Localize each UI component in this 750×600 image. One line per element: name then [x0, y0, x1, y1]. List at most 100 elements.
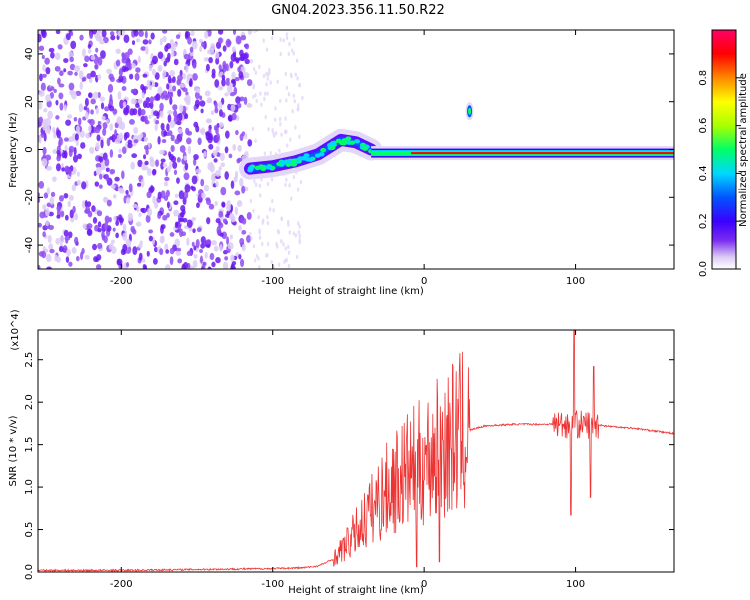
noise-cell — [292, 51, 295, 56]
noise-cell — [76, 171, 80, 177]
noise-cell — [145, 46, 149, 55]
noise-cell — [86, 223, 93, 230]
noise-cell — [208, 56, 213, 64]
noise-cell — [235, 129, 239, 136]
noise-cell — [155, 93, 161, 101]
noise-cell — [63, 192, 69, 199]
noise-cell — [234, 76, 240, 82]
noise-cell — [95, 166, 102, 176]
band-blob — [349, 140, 356, 145]
noise-cell — [100, 161, 107, 171]
colorbar-tick-label: 0.6 — [698, 118, 709, 134]
noise-cell — [199, 128, 206, 134]
noise-cell — [196, 202, 200, 209]
noise-cell — [155, 119, 160, 125]
noise-cell — [255, 98, 258, 104]
noise-cell — [104, 106, 110, 112]
noise-cell — [165, 189, 170, 197]
noise-cell — [263, 96, 266, 102]
noise-cell — [196, 227, 202, 233]
noise-cell — [217, 30, 224, 35]
noise-cell — [132, 229, 137, 235]
noise-cell — [200, 236, 206, 244]
noise-cell — [280, 238, 283, 244]
noise-cell — [84, 254, 90, 260]
band-blob — [279, 160, 286, 165]
noise-cell — [222, 45, 227, 52]
noise-cell — [108, 105, 115, 112]
noise-cell — [54, 65, 61, 72]
noise-cell — [50, 51, 55, 59]
noise-cell — [58, 136, 63, 146]
noise-cell — [115, 48, 121, 54]
noise-cell — [94, 126, 101, 134]
noise-cell — [285, 35, 289, 41]
noise-cell — [122, 101, 127, 108]
noise-cell — [227, 103, 232, 111]
band-blob — [314, 153, 321, 158]
noise-cell — [90, 55, 96, 61]
noise-cell — [226, 210, 231, 216]
noise-cell — [234, 190, 241, 196]
noise-cell — [254, 93, 257, 98]
noise-cell — [123, 34, 130, 43]
noise-cell — [172, 104, 178, 111]
noise-cell — [168, 151, 172, 158]
noise-cell — [47, 110, 54, 120]
noise-cell — [54, 254, 58, 262]
noise-cell — [111, 133, 116, 143]
noise-cell — [43, 132, 47, 142]
noise-cell — [167, 74, 172, 84]
noise-cell — [141, 162, 146, 171]
noise-cell — [176, 78, 182, 86]
noise-cell — [160, 158, 166, 163]
noise-cell — [74, 236, 79, 245]
noise-cell — [163, 60, 167, 67]
noise-cell — [251, 126, 255, 132]
noise-cell — [150, 32, 155, 40]
noise-cell — [105, 173, 110, 182]
noise-cell — [265, 47, 269, 52]
noise-cell — [218, 166, 222, 172]
noise-cell — [258, 64, 261, 70]
noise-cell — [286, 143, 289, 148]
noise-cell — [38, 222, 43, 228]
noise-cell — [63, 104, 67, 112]
noise-cell — [38, 180, 45, 189]
noise-cell — [127, 212, 134, 222]
noise-cell — [290, 196, 293, 201]
noise-cell — [214, 200, 218, 206]
noise-cell — [84, 111, 89, 120]
noise-cell — [102, 122, 108, 129]
noise-cell — [55, 163, 61, 172]
noise-cell — [259, 193, 262, 198]
noise-cell — [122, 232, 128, 242]
noise-cell — [226, 200, 231, 209]
noise-cell — [42, 231, 46, 238]
noise-cell — [262, 218, 265, 223]
noise-cell — [72, 154, 79, 163]
noise-cell — [177, 128, 183, 134]
noise-cell — [83, 63, 88, 68]
noise-cell — [279, 121, 282, 127]
noise-cell — [44, 57, 50, 65]
noise-cell — [46, 165, 53, 171]
noise-cell — [152, 169, 157, 176]
noise-cell — [121, 52, 126, 58]
noise-cell — [166, 166, 171, 173]
noise-cell — [243, 53, 249, 60]
noise-cell — [178, 190, 185, 200]
noise-cell — [71, 184, 77, 192]
noise-cell — [182, 87, 188, 93]
noise-cell — [283, 129, 287, 134]
noise-cell — [244, 58, 251, 65]
noise-cell — [177, 258, 183, 264]
noise-cell — [265, 82, 268, 87]
noise-cell — [184, 94, 191, 103]
noise-cell — [176, 177, 180, 184]
noise-cell — [79, 34, 84, 41]
noise-cell — [192, 62, 197, 69]
spectrogram-xlabel: Height of straight line (km) — [288, 286, 424, 297]
noise-cell — [219, 244, 223, 252]
noise-cell — [268, 207, 272, 212]
